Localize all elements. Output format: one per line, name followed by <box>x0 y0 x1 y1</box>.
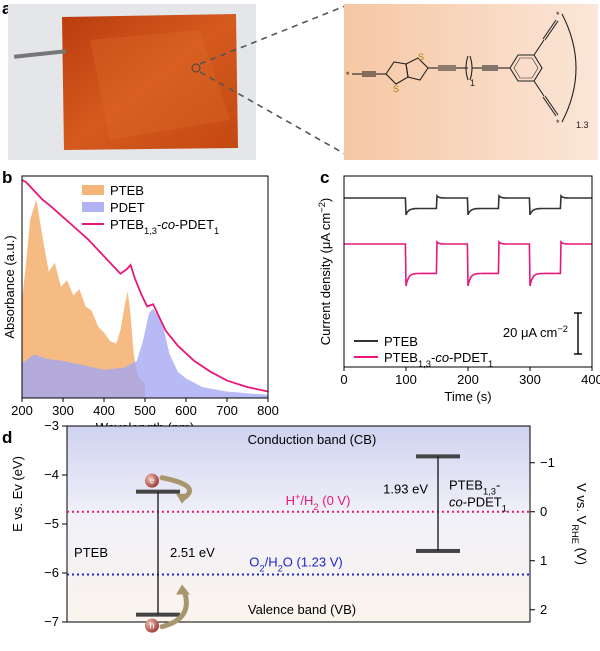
panel-label-b: b <box>2 168 12 187</box>
repeat-subscript-1: 1 <box>470 78 475 88</box>
right-tick-label-d: 0 <box>540 504 547 519</box>
y-axis-label-c: Current density (μA cm−2) <box>317 198 333 345</box>
hole-ball <box>145 618 159 633</box>
legend-swatch-b <box>82 185 104 195</box>
absorbance-chart: 200300400500600700800Wavelength (nm)Abso… <box>2 175 279 435</box>
hole-label: h <box>149 621 154 631</box>
x-tick-label-c: 200 <box>457 372 479 387</box>
legend-label-b: PTEB <box>110 183 144 198</box>
hole-transfer-arrow <box>159 587 189 630</box>
plot-frame-d <box>66 425 531 623</box>
x-tick-label-b: 400 <box>93 403 115 418</box>
x-tick-label-c: 0 <box>340 372 347 387</box>
pteb-gap-label: 2.51 eV <box>170 545 215 560</box>
x-tick-label-b: 200 <box>11 403 33 418</box>
x-tick-label-b: 500 <box>134 403 156 418</box>
copolymer-name-line1: PTEB1,3- <box>449 478 500 497</box>
left-tick-label-d: −6 <box>44 565 59 580</box>
sulfur-2: S <box>393 84 399 94</box>
x-tick-label-b: 800 <box>257 403 279 418</box>
legend-label-b: PDET <box>110 200 145 215</box>
panel-label-c: c <box>320 168 329 187</box>
x-tick-label-c: 100 <box>395 372 417 387</box>
x-tick-label-b: 700 <box>216 403 238 418</box>
right-tick-label-d: 1 <box>540 553 547 568</box>
zoom-line-bottom <box>199 71 346 155</box>
x-tick-label-b: 300 <box>52 403 74 418</box>
zoom-line-top <box>199 5 346 65</box>
film-photo <box>8 4 256 160</box>
y-axis-label-b: Absorbance (a.u.) <box>2 235 17 338</box>
series-area-pteb <box>22 199 145 398</box>
left-tick-label-d: −3 <box>44 418 59 433</box>
current-density-chart: 0 100 200 300 400 Time (s) Current density (μA… <box>317 175 600 404</box>
series-line-c-copolymer <box>344 240 592 287</box>
panel-label-d: d <box>2 428 12 447</box>
h2-level-label: H+/H2 (0 V) <box>286 492 351 512</box>
left-axis-label-d: E vs. Ev (eV) <box>10 456 25 532</box>
sulfur-1: S <box>418 52 424 62</box>
cb-label: Conduction band (CB) <box>248 432 377 447</box>
chemical-structure: * <box>346 13 577 123</box>
series-line-c-pteb <box>344 194 592 216</box>
x-axis-label-c: Time (s) <box>444 389 491 404</box>
scale-bar-label: 20 μA cm−2 <box>503 324 568 340</box>
electron-label: e <box>149 476 154 486</box>
left-tick-label-d: −7 <box>44 614 59 629</box>
o2-level-label: O2/H2O (1.23 V) <box>249 554 343 573</box>
x-tick-label-c: 400 <box>581 372 600 387</box>
panel-label-a: a <box>2 0 12 18</box>
repeat-subscript-2: 1.3 <box>576 120 589 130</box>
right-axis-label-d: V vs. VRHE (V) <box>570 483 589 565</box>
legend-label-c: PTEB1,3-co-PDET1 <box>384 350 493 369</box>
hole-arrowhead <box>176 584 190 595</box>
x-tick-label-c: 300 <box>519 372 541 387</box>
legend-label-b: PTEB1,3-co-PDET1 <box>110 217 219 236</box>
star-bottom: * <box>556 118 560 128</box>
copolymer-gap-label: 1.93 eV <box>383 482 428 497</box>
electron-arrowhead <box>176 493 190 504</box>
star-left: * <box>346 70 350 80</box>
right-tick-label-d: 2 <box>540 602 547 617</box>
band-diagram: −3 −4 −5 −6 −7 E vs. Ev (eV) −1 0 1 2 V vs. VRHE (… <box>10 418 589 633</box>
vb-label: Valence band (VB) <box>248 602 356 617</box>
right-tick-label-d: −1 <box>540 455 555 470</box>
copolymer-name-line2: co-PDET1 <box>449 495 507 514</box>
series-line-pteb1-3-co-pdet1 <box>21 179 269 393</box>
pteb-name: PTEB <box>74 545 108 560</box>
x-tick-label-b: 600 <box>175 403 197 418</box>
legend-swatch-b <box>82 202 104 212</box>
left-tick-label-d: −4 <box>44 467 59 482</box>
electron-ball <box>145 473 159 488</box>
legend-label-c: PTEB <box>384 334 418 349</box>
star-top: * <box>556 10 560 20</box>
series-area-pdet <box>22 308 268 398</box>
structure-box <box>344 4 598 160</box>
left-tick-label-d: −5 <box>44 516 59 531</box>
